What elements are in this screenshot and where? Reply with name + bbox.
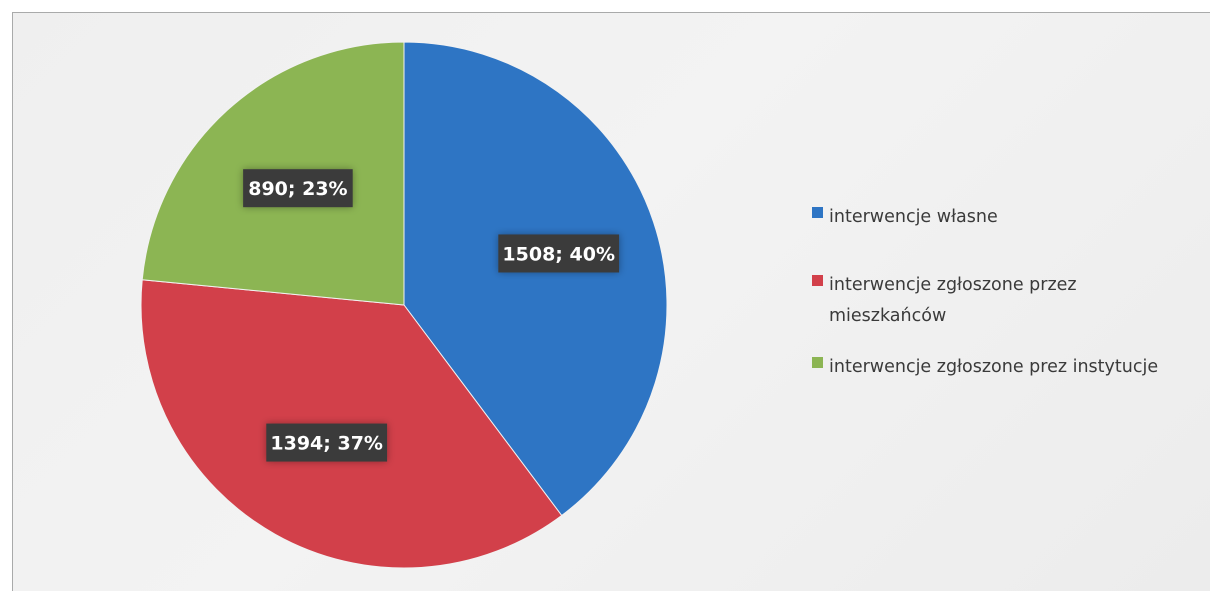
data-label-background <box>498 234 620 273</box>
data-label-background <box>243 169 353 208</box>
data-label-mieszkancow: 1394; 37% <box>266 423 388 462</box>
data-label-background <box>266 423 388 462</box>
legend-item-mieszkancow: interwencje zgłoszone przez mieszkańców <box>812 275 1077 326</box>
data-label-text: 890; 23% <box>248 178 347 200</box>
pie-slice-wlasne <box>403 41 668 517</box>
legend-swatch <box>812 357 823 368</box>
pie-slices <box>140 41 668 569</box>
legend: interwencje własne interwencje zgłoszone … <box>812 207 1158 377</box>
data-labels: 1508; 40% 1394; 37% 890; 23% <box>243 169 620 462</box>
legend-label: interwencje zgłoszone prez instytucje <box>829 357 1158 377</box>
legend-item-wlasne: interwencje własne <box>812 207 998 227</box>
legend-label: interwencje własne <box>829 207 998 227</box>
legend-item-instytucje: interwencje zgłoszone prez instytucje <box>812 357 1158 377</box>
data-label-wlasne: 1508; 40% <box>498 234 620 273</box>
legend-swatch <box>812 275 823 286</box>
data-label-text: 1394; 37% <box>270 433 383 455</box>
legend-label: mieszkańców <box>829 306 946 326</box>
legend-swatch <box>812 207 823 218</box>
data-label-text: 1508; 40% <box>502 243 615 265</box>
legend-label: interwencje zgłoszone przez <box>829 275 1077 295</box>
data-label-instytucje: 890; 23% <box>243 169 353 208</box>
